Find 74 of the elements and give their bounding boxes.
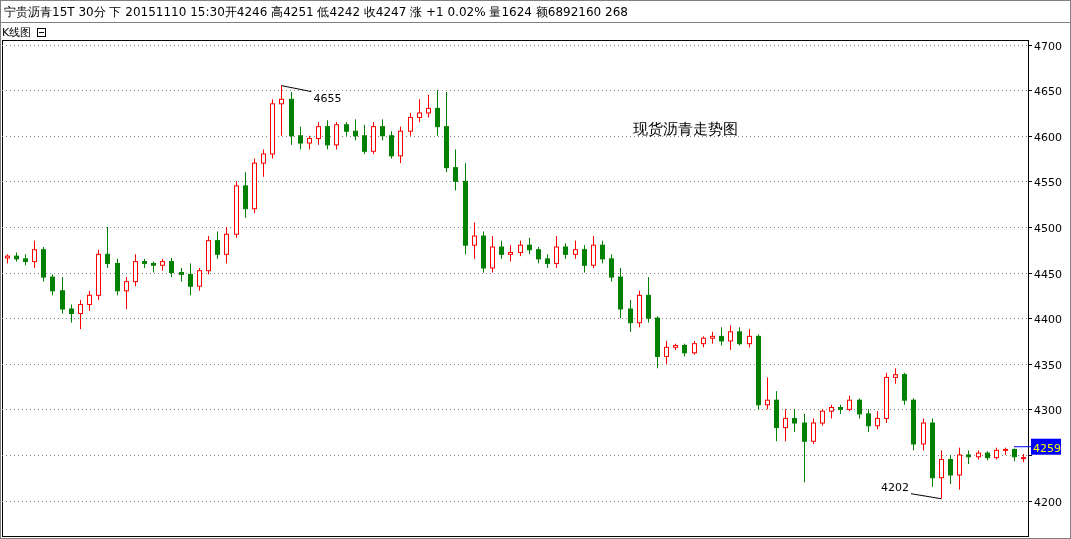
candlestick <box>664 340 669 365</box>
chart-subtitle: K线图 <box>2 26 32 39</box>
candlestick <box>875 410 880 430</box>
low-label: 4202 <box>880 480 909 494</box>
header: 宁贵沥青15T 30分 下 20151110 15:30开4246 高4251 低4242 收4247 涨 +1 0.02% 量1624 额6892160 268 <box>4 5 628 19</box>
candlestick <box>224 226 229 264</box>
candlestick <box>69 303 74 324</box>
candlestick <box>783 408 788 442</box>
candlestick <box>334 121 339 150</box>
candlestick <box>188 262 193 296</box>
candlestick <box>389 130 394 160</box>
candlestick <box>939 449 944 500</box>
candlestick <box>124 276 129 310</box>
candlestick <box>857 397 862 419</box>
y-tick-label: 4600 <box>1034 130 1062 144</box>
candlestick <box>408 112 413 137</box>
y-tick-label: 4200 <box>1034 495 1062 509</box>
candlestick <box>169 257 174 278</box>
candlestick <box>298 126 303 150</box>
candlestick <box>453 148 458 191</box>
candlestick <box>325 119 330 150</box>
y-tick-label: 4500 <box>1034 221 1062 235</box>
y-tick-label: 4400 <box>1034 312 1062 326</box>
candlestick <box>554 235 559 269</box>
candlestick <box>811 417 816 445</box>
ref-line-label: 4259 <box>1033 441 1061 455</box>
candlestick <box>490 235 495 274</box>
candlestick <box>472 221 477 260</box>
y-tick-label: 4350 <box>1034 358 1062 372</box>
y-tick-label: 4700 <box>1034 39 1062 53</box>
candlestick <box>243 171 248 219</box>
candlestick <box>60 276 65 315</box>
candlestick <box>582 244 587 274</box>
candlestick <box>215 231 220 260</box>
y-tick-label: 4450 <box>1034 267 1062 281</box>
candlestick <box>747 328 752 348</box>
candlestick <box>573 240 578 260</box>
high-label: 4655 <box>313 91 342 105</box>
candlestick <box>591 235 596 269</box>
candlestick <box>87 290 92 312</box>
candlestick <box>279 85 284 137</box>
candlestick <box>316 121 321 146</box>
candlestick <box>261 148 266 178</box>
candlestick <box>133 253 138 287</box>
candlestick <box>380 118 385 141</box>
candlestick <box>728 324 733 351</box>
candlestick <box>499 240 504 260</box>
candlestick <box>628 299 633 333</box>
candlestick <box>609 253 614 283</box>
candlestick <box>197 267 202 292</box>
y-tick-label: 4550 <box>1034 175 1062 189</box>
candlestick <box>426 94 431 119</box>
candlestick <box>792 408 797 433</box>
candlestick <box>50 273 55 296</box>
candlestick <box>78 299 83 330</box>
candlestick <box>737 326 742 346</box>
candlestick <box>866 408 871 433</box>
candlestick <box>765 376 770 410</box>
candlestick <box>719 326 724 346</box>
candlestick <box>600 240 605 264</box>
candlestick <box>646 276 651 324</box>
candlestick <box>921 417 926 451</box>
candlestick <box>417 98 422 123</box>
y-tick-label: 4650 <box>1034 84 1062 98</box>
candlestick <box>957 447 962 491</box>
candlestick <box>362 124 367 155</box>
candlestick <box>32 240 37 269</box>
candlestick <box>802 413 807 483</box>
candlestick <box>105 226 110 269</box>
candlestick <box>353 118 358 141</box>
text: 现货沥青走势图 <box>632 120 738 138</box>
candlestick <box>435 89 440 137</box>
candlestick <box>948 454 953 485</box>
y-tick-label: 4300 <box>1034 403 1062 417</box>
